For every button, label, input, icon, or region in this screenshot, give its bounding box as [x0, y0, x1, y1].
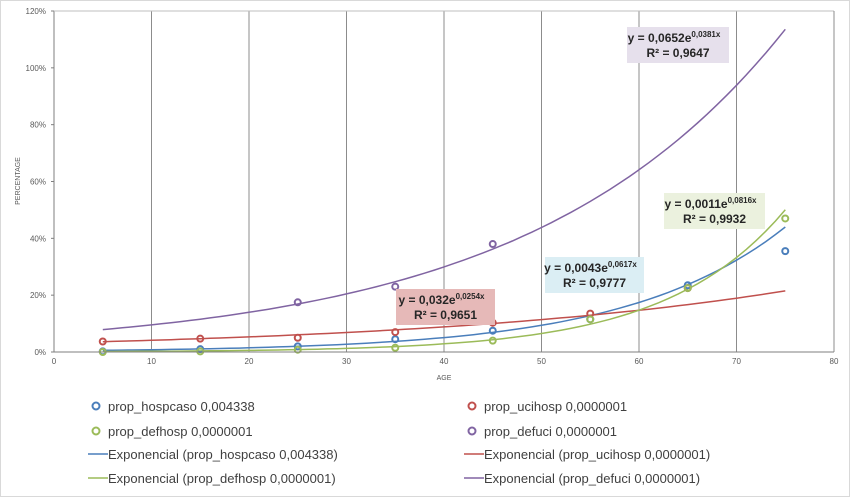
legend-marker [467, 426, 477, 436]
data-point [781, 214, 790, 223]
x-tick-labels: 0 10 20 30 40 50 60 70 80 [52, 357, 839, 366]
x-tick-label: 20 [245, 357, 254, 366]
legend-label: Exponencial (prop_hospcaso 0,004338) [108, 447, 338, 462]
y-tick-labels: 0% 20% 40% 60% 80% 100% 120% [26, 7, 46, 357]
data-point [391, 335, 400, 344]
data-point [488, 326, 497, 335]
x-tick-label: 60 [635, 357, 644, 366]
x-tick-label: 70 [732, 357, 741, 366]
equation-text: y = 0,0043e0,0617x [544, 260, 637, 275]
legend-label: Exponencial (prop_defuci 0,0000001) [484, 471, 700, 486]
legend-marker [91, 401, 101, 411]
trendline [102, 290, 786, 343]
axes [51, 10, 835, 353]
y-tick-label: 120% [26, 7, 46, 16]
y-tick-label: 40% [30, 234, 46, 243]
data-point [683, 281, 692, 290]
data-point [293, 345, 302, 354]
trendlines [102, 28, 786, 353]
legend: prop_hospcaso 0,004338 prop_ucihosp 0,000… [88, 399, 710, 486]
data-point [391, 343, 400, 352]
y-tick-label: 80% [30, 121, 46, 130]
data-point [683, 284, 692, 293]
data-point [196, 334, 205, 343]
legend-marker [467, 401, 477, 411]
y-tick-label: 100% [26, 64, 46, 73]
r2-text: R² = 0,9932 [683, 212, 746, 226]
x-tick-label: 50 [537, 357, 546, 366]
legend-marker [91, 426, 101, 436]
legend-label: prop_defuci 0,0000001 [484, 424, 617, 439]
y-axis-title: PERCENTAGE [15, 157, 22, 205]
legend-label: prop_defhosp 0,0000001 [108, 424, 253, 439]
x-tick-label: 10 [147, 357, 156, 366]
equation-box [545, 257, 644, 293]
data-point [293, 342, 302, 351]
data-point [488, 240, 497, 249]
data-point [98, 337, 107, 346]
equation-box [396, 289, 495, 325]
data-point [391, 328, 400, 337]
y-tick-label: 60% [30, 178, 46, 187]
equation-text: y = 0,0652e0,0381x [628, 30, 721, 45]
y-tick-label: 20% [30, 291, 46, 300]
data-point [293, 298, 302, 307]
r2-text: R² = 0,9777 [563, 276, 626, 290]
data-point [586, 315, 595, 324]
x-tick-label: 0 [52, 357, 57, 366]
data-point [196, 347, 205, 356]
legend-label: prop_hospcaso 0,004338 [108, 399, 255, 414]
equation-text: y = 0,0011e0,0816x [665, 196, 758, 211]
data-point [391, 282, 400, 291]
r2-text: R² = 0,9651 [414, 308, 477, 322]
equation-text: y = 0,032e0,0254x [399, 292, 486, 307]
r2-text: R² = 0,9647 [646, 46, 709, 60]
data-point [293, 333, 302, 342]
data-point [781, 247, 790, 256]
x-tick-label: 80 [830, 357, 839, 366]
trendline [102, 28, 786, 331]
x-tick-label: 30 [342, 357, 351, 366]
trendline [102, 209, 786, 353]
equation-box [627, 27, 729, 63]
legend-label: Exponencial (prop_ucihosp 0,0000001) [484, 447, 710, 462]
legend-label: Exponencial (prop_defhosp 0,0000001) [108, 471, 336, 486]
x-tick-label: 40 [440, 357, 449, 366]
equation-box [664, 193, 765, 229]
y-tick-label: 0% [34, 348, 46, 357]
legend-label: prop_ucihosp 0,0000001 [484, 399, 627, 414]
data-point [488, 336, 497, 345]
trendline [102, 226, 786, 352]
x-axis-title: AGE [437, 375, 452, 382]
